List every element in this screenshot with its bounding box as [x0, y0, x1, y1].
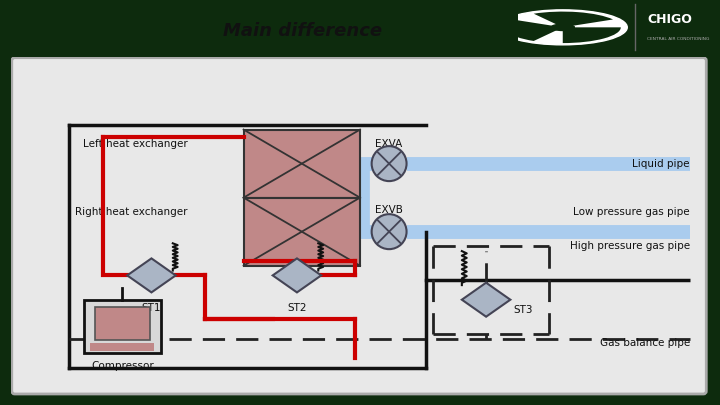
- Text: Low pressure gas pipe: Low pressure gas pipe: [573, 207, 690, 217]
- Polygon shape: [127, 258, 176, 292]
- Circle shape: [372, 146, 407, 181]
- Bar: [243, 130, 360, 198]
- FancyBboxPatch shape: [12, 58, 706, 394]
- Text: Right heat exchanger: Right heat exchanger: [75, 207, 187, 217]
- Text: Compressor: Compressor: [91, 361, 154, 371]
- Text: Liquid pipe: Liquid pipe: [632, 159, 690, 168]
- Wedge shape: [505, 19, 563, 41]
- Text: Gas balance pipe: Gas balance pipe: [600, 339, 690, 348]
- Text: CHIGO: CHIGO: [647, 13, 693, 26]
- Bar: [90, 343, 154, 351]
- Wedge shape: [563, 28, 621, 43]
- Bar: [95, 307, 150, 339]
- Text: ST2: ST2: [287, 303, 307, 313]
- Text: CENTRAL AIR CONDITIONING: CENTRAL AIR CONDITIONING: [647, 37, 710, 41]
- Wedge shape: [534, 12, 613, 28]
- Text: Left heat exchanger: Left heat exchanger: [83, 139, 187, 149]
- Bar: [84, 300, 161, 353]
- Text: ST1: ST1: [142, 303, 161, 313]
- Circle shape: [372, 214, 407, 249]
- Text: Main difference: Main difference: [222, 22, 382, 40]
- Circle shape: [498, 10, 627, 45]
- Text: High pressure gas pipe: High pressure gas pipe: [570, 241, 690, 251]
- Circle shape: [551, 24, 575, 30]
- Text: ST3: ST3: [513, 305, 533, 315]
- Polygon shape: [462, 283, 510, 317]
- Bar: [243, 198, 360, 266]
- Text: EXVA: EXVA: [374, 139, 402, 149]
- Text: EXVB: EXVB: [374, 205, 402, 215]
- Polygon shape: [273, 258, 321, 292]
